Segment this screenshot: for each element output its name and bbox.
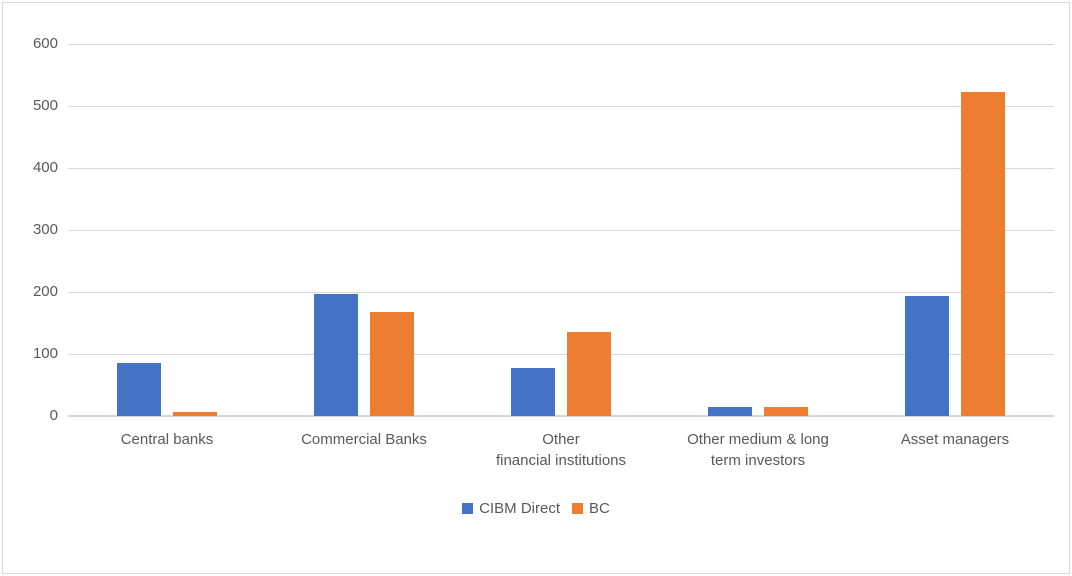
bar-bc-other [567, 332, 611, 416]
chart-legend: CIBM Direct BC [0, 497, 1072, 519]
bar-cibm-direct-central-banks [117, 363, 161, 416]
y-axis-tick-label: 0 [49, 407, 58, 424]
legend-item-bc: BC [572, 500, 610, 517]
legend-swatch-icon [462, 502, 474, 514]
legend-item-cibm-direct: CIBM Direct [462, 500, 560, 517]
y-axis-tick-label: 200 [32, 283, 58, 300]
y-axis-tick-label: 400 [32, 159, 58, 176]
bar-cibm-direct-asset-managers [905, 296, 949, 416]
bar-bc-other-medium-long [764, 407, 808, 416]
y-axis-tick-label: 100 [32, 345, 58, 362]
y-axis-tick-label: 600 [32, 35, 58, 52]
x-axis-category-label: Commercial Banks [301, 431, 427, 448]
x-axis-category-label: Other financial institutions [495, 431, 627, 469]
bar-bc-central-banks [173, 412, 217, 416]
y-gridline [68, 44, 1054, 45]
y-axis-tick-label: 300 [32, 221, 58, 238]
x-axis-category-label: Other medium & long term investors [687, 431, 829, 469]
bar-cibm-direct-commercial-banks [314, 294, 358, 416]
bar-bc-commercial-banks [370, 312, 414, 416]
y-gridline [68, 292, 1054, 293]
y-axis-tick-label: 500 [32, 97, 58, 114]
y-gridline [68, 230, 1054, 231]
x-axis-category-label: Asset managers [900, 431, 1010, 448]
x-axis-category-label: Central banks [120, 431, 214, 448]
y-gridline [68, 354, 1054, 355]
y-gridline [68, 168, 1054, 169]
bar-cibm-direct-other-medium-long [708, 407, 752, 416]
y-gridline [68, 106, 1054, 107]
x-axis-line [68, 415, 1054, 417]
bar-cibm-direct-other [511, 368, 555, 416]
legend-label: BC [589, 499, 610, 517]
bar-bc-asset-managers [961, 92, 1005, 416]
legend-label: CIBM Direct [479, 499, 560, 517]
legend-swatch-icon [572, 502, 583, 514]
